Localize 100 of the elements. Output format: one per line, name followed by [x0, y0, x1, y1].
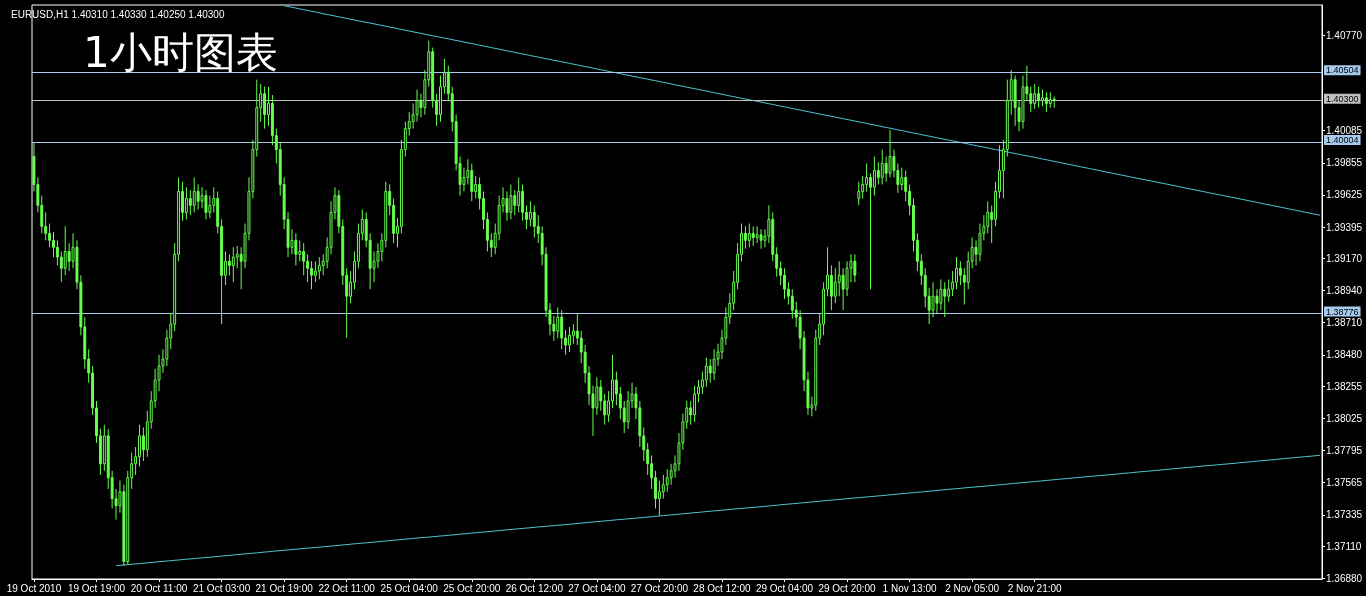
candlestick: [52, 231, 55, 258]
candlestick: [861, 175, 865, 199]
candlestick: [227, 253, 231, 276]
candlestick: [853, 253, 857, 283]
candlestick: [568, 326, 571, 353]
candlestick: [196, 183, 200, 211]
candlestick: [505, 190, 509, 222]
candlestick: [294, 232, 298, 266]
candlestick: [192, 176, 196, 213]
x-tick-label: 1 Nov 13:00: [882, 582, 937, 594]
y-tick-label: 1.37335: [1326, 509, 1363, 521]
x-tick-label: 29 Oct 04:00: [755, 582, 814, 594]
candlestick: [876, 161, 880, 185]
candlestick: [958, 260, 962, 286]
x-tick-label: 28 Oct 12:00: [693, 582, 752, 594]
candlestick: [263, 86, 267, 130]
x-tick-label: 22 Oct 11:00: [318, 582, 376, 594]
y-tick-label: 1.40770: [1326, 29, 1363, 41]
candlestick: [704, 357, 708, 388]
candlestick: [63, 225, 67, 276]
x-tick-label: 21 Oct 03:00: [192, 582, 251, 594]
candlestick: [1033, 83, 1037, 110]
ref-line-label: 1.40504: [1326, 65, 1359, 76]
candlestick: [200, 186, 204, 209]
x-tick-label: 27 Oct 20:00: [630, 582, 689, 594]
candlestick: [517, 176, 521, 213]
candlestick: [872, 156, 876, 197]
candlestick: [665, 468, 669, 493]
candlestick: [841, 267, 845, 311]
candlestick: [783, 267, 786, 300]
candlestick: [935, 288, 939, 314]
candlestick: [67, 242, 71, 272]
candlestick: [313, 260, 317, 283]
y-tick-label: 1.37565: [1326, 477, 1363, 489]
candlestick: [1052, 95, 1056, 109]
candlestick: [560, 309, 564, 350]
candlestick: [184, 186, 188, 220]
candlestick: [528, 200, 532, 227]
candlestick: [235, 245, 239, 269]
candlestick: [614, 371, 618, 406]
x-tick-label: 25 Oct 04:00: [380, 582, 439, 594]
candlestick: [759, 228, 763, 250]
candlestick: [59, 251, 63, 283]
x-tick-label: 27 Oct 04:00: [568, 582, 626, 594]
y-tick-label: 1.38940: [1326, 285, 1363, 297]
candlestick: [306, 253, 310, 283]
candlestick: [833, 267, 837, 304]
candlestick: [947, 278, 951, 303]
candlestick: [904, 170, 908, 202]
candlestick: [955, 256, 958, 290]
candlestick: [865, 163, 869, 192]
ref-line-label: 1.40300: [1326, 93, 1359, 104]
candlestick: [513, 189, 517, 216]
y-tick-label: 1.39855: [1326, 157, 1363, 169]
candlestick: [509, 183, 513, 220]
candlestick: [751, 225, 755, 247]
candlestick: [880, 149, 884, 185]
line-series: [283, 5, 1321, 216]
candlestick: [747, 223, 751, 248]
x-tick-label: 20 Oct 11:00: [130, 582, 188, 594]
candlestick: [231, 246, 235, 283]
candlestick: [188, 189, 192, 216]
candlestick: [556, 306, 560, 339]
candlestick: [208, 195, 212, 219]
candlestick: [470, 163, 474, 202]
y-tick-label: 1.37795: [1326, 445, 1363, 457]
x-tick-label: 2 Nov 05:00: [945, 582, 1000, 594]
x-tick-label: 19 Oct 19:00: [67, 582, 126, 594]
candlestick: [298, 239, 302, 262]
candlestick: [55, 239, 59, 266]
candlestick: [790, 288, 794, 320]
y-tick-label: 1.38255: [1326, 380, 1363, 392]
y-tick-label: 1.39170: [1326, 252, 1363, 264]
candlestick: [755, 225, 759, 244]
x-tick-label: 19 Oct 2010: [6, 582, 62, 594]
chart-subtitle: EURUSD,H1 1.40310 1.40330 1.40250 1.40300: [11, 8, 225, 20]
candlestick: [837, 260, 841, 297]
candlestick: [310, 260, 313, 290]
candlestick: [599, 379, 603, 412]
line-series: [115, 454, 1321, 567]
y-tick-label: 1.38480: [1326, 349, 1363, 361]
candlestick: [939, 278, 943, 311]
y-tick-label: 1.39625: [1326, 189, 1363, 201]
candlestick: [204, 189, 208, 220]
ref-line-label: 1.38776: [1326, 306, 1359, 317]
candlestick: [532, 204, 536, 239]
candlestick: [48, 223, 52, 248]
candlestick: [708, 358, 712, 384]
y-tick-label: 1.40085: [1326, 125, 1363, 137]
x-tick-label: 26 Oct 12:00: [505, 582, 564, 594]
candlestick: [884, 156, 888, 183]
candlestick: [661, 474, 665, 500]
ref-line-label: 1.40004: [1326, 135, 1359, 146]
x-tick-label: 25 Oct 20:00: [443, 582, 501, 594]
candlestick: [521, 183, 525, 222]
candlestick: [317, 256, 321, 280]
candlestick: [657, 480, 661, 516]
y-tick-label: 1.37110: [1326, 540, 1362, 552]
candlestick: [829, 264, 833, 311]
x-tick-label: 2 Nov 21:00: [1007, 582, 1063, 594]
